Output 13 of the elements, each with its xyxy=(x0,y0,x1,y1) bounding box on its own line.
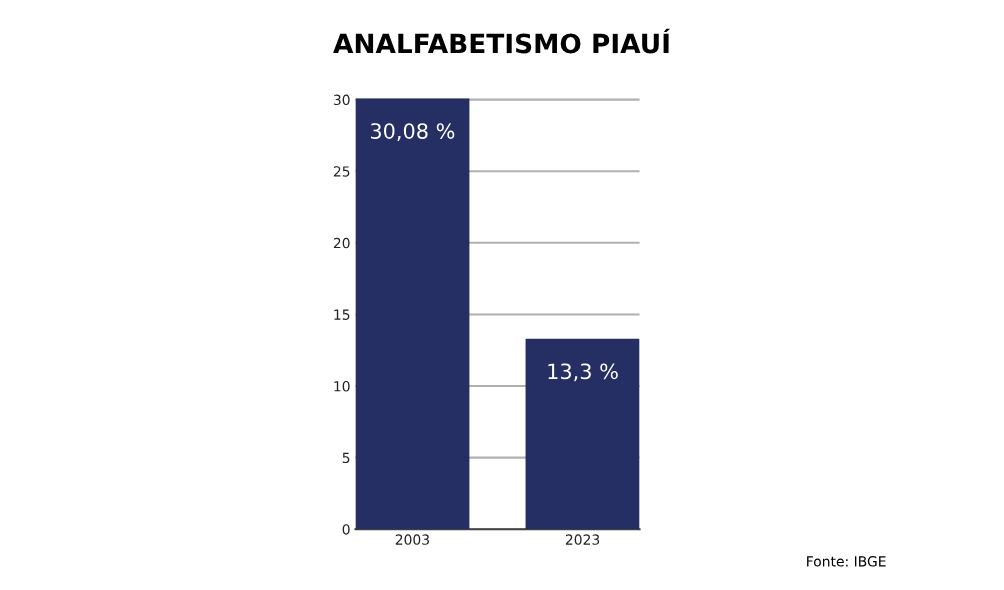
y-tick-label: 0 xyxy=(342,524,350,535)
data-label: 13,3 % xyxy=(548,363,618,382)
y-tick-label: 25 xyxy=(333,166,350,177)
y-tick-label: 30 xyxy=(333,94,350,106)
y-tick-label: 5 xyxy=(342,452,350,464)
x-tick-label: 2023 xyxy=(565,534,600,545)
source-note: Fonte: IBGE xyxy=(807,556,886,567)
y-tick-label: 20 xyxy=(333,237,350,249)
x-tick-label: 2003 xyxy=(395,534,429,545)
y-tick-label: 10 xyxy=(334,381,350,392)
chart-title: ANALFABETISMO PIAUÍ xyxy=(333,28,671,54)
y-tick-label: 15 xyxy=(334,309,350,320)
data-label: 30,08 % xyxy=(370,123,455,142)
